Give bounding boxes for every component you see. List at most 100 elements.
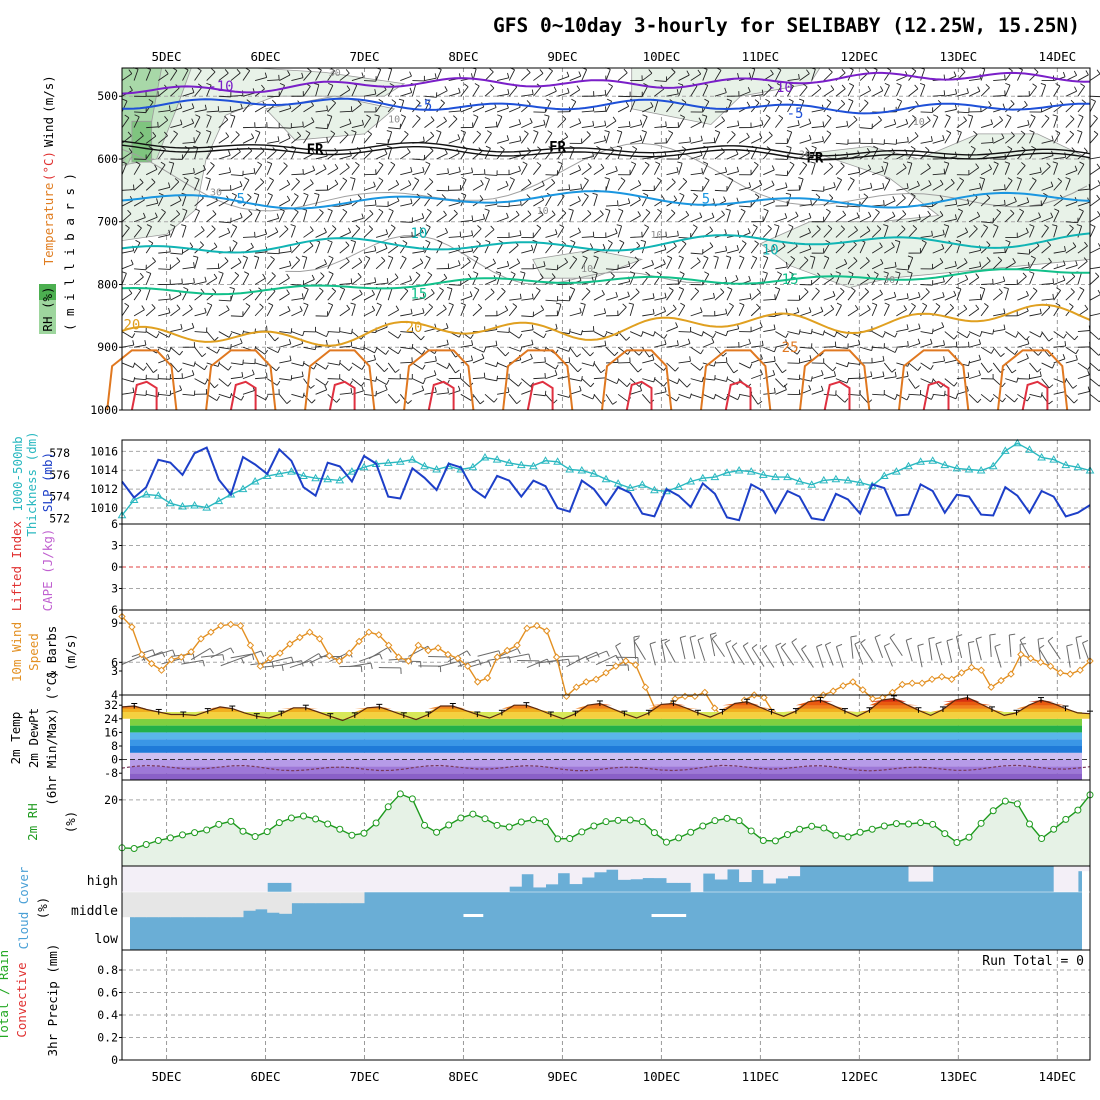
wind-barb-flag <box>953 290 957 296</box>
wind-barb-flag <box>401 255 407 259</box>
wind-barb-flag <box>193 262 195 268</box>
wind-barb-flag <box>1000 353 1005 357</box>
wind-barb <box>399 258 407 270</box>
wind-barb-flag <box>747 86 751 92</box>
wind-barb-flag <box>515 210 520 216</box>
wind-barb <box>884 393 896 400</box>
wind-barb-flag <box>965 274 969 280</box>
wind-barb <box>472 243 481 254</box>
wind-barb-flag <box>271 272 276 277</box>
wind10m-barb <box>731 646 745 666</box>
wind-barb <box>666 308 677 317</box>
wind-barb-flag <box>1029 130 1035 133</box>
wind-barb-flag <box>409 275 412 281</box>
wind-barb-flag <box>973 225 978 230</box>
wind-barb-flag <box>785 308 788 314</box>
wind-barb <box>1053 85 1061 97</box>
wind-barb-flag <box>1030 255 1036 259</box>
wind-barb <box>1041 117 1050 128</box>
wind-barb <box>642 264 654 270</box>
wind-barb <box>533 309 544 317</box>
wind-barb-flag <box>749 293 752 299</box>
wind-barb-flag <box>328 82 334 86</box>
wind-barb-flag <box>495 271 501 274</box>
wind-barb-flag <box>796 349 801 355</box>
wind-barb <box>399 116 406 128</box>
wind-barb-flag <box>566 71 570 77</box>
wind-barb <box>1041 84 1047 97</box>
wind-barb-flag <box>996 209 1001 213</box>
cloud-high-clear <box>218 866 232 892</box>
wind-barb <box>593 140 606 144</box>
wind-barb-flag <box>297 131 302 137</box>
wind-barb <box>508 262 520 270</box>
wind-barb-flag <box>1027 396 1031 402</box>
wind10m-marker <box>345 649 353 657</box>
wind-barb-flag <box>746 132 750 138</box>
cloud-middle-clear <box>182 892 196 918</box>
wind-barb-flag <box>773 324 776 330</box>
rh-marker <box>263 828 271 836</box>
wind-barb <box>605 170 618 176</box>
rh-marker <box>929 820 937 828</box>
wind-barb-flag <box>266 372 268 378</box>
wind-barb <box>690 290 700 301</box>
wind-barb <box>399 134 409 144</box>
wind-barb <box>799 248 812 254</box>
wind-barb <box>1077 272 1082 285</box>
wind-barb-flag <box>345 241 350 246</box>
wind-barb <box>581 134 591 144</box>
wind-barb-flag <box>326 114 332 117</box>
rh-marker <box>759 837 767 845</box>
wind-barb-flag <box>375 390 377 396</box>
wind-barb-flag <box>600 163 605 169</box>
wind-barb <box>593 110 606 113</box>
wind-barb-flag <box>183 286 189 290</box>
wind-barb <box>1004 103 1015 113</box>
wind-barb <box>1029 375 1042 380</box>
wind-barb-flag <box>711 337 715 343</box>
wind-barb-flag <box>1039 371 1042 377</box>
rh-marker <box>300 812 307 820</box>
wind-barb-flag <box>493 398 498 403</box>
chart-title: GFS 0~10day 3-hourly for SELIBABY (12.25… <box>493 14 1080 37</box>
contour-label: -10 <box>768 80 793 96</box>
wind-barb <box>1041 155 1054 160</box>
wind10m-barb <box>151 649 173 657</box>
wind10m-barb <box>791 641 804 661</box>
wind10m-barb-flag <box>649 641 656 645</box>
wind-barb <box>484 242 491 254</box>
wind-barb <box>363 150 374 160</box>
thickness-marker <box>637 480 647 488</box>
wind-barb-flag <box>618 208 624 212</box>
wind-barb <box>400 346 413 350</box>
thickness-marker <box>795 477 804 485</box>
thickness-marker <box>698 473 708 482</box>
wind-barb-flag <box>301 371 304 377</box>
wind-barb <box>617 225 622 238</box>
wind-barb <box>654 180 662 191</box>
wind-barb <box>436 242 443 254</box>
wind-barb-flag <box>713 255 719 258</box>
wind-barb <box>412 312 425 317</box>
rh-fill <box>122 793 1090 866</box>
wind-barb <box>762 257 769 269</box>
wind-barb <box>521 358 533 364</box>
wind-barb-flag <box>1093 114 1098 119</box>
wind-barb-flag <box>846 120 849 126</box>
wind-barb <box>1065 118 1075 128</box>
wind-barb-flag <box>916 180 920 186</box>
wind-barb-flag <box>577 196 581 201</box>
wind-barb-flag <box>921 239 927 244</box>
wind-barb-flag <box>544 114 550 117</box>
wind-barb-flag <box>551 178 556 184</box>
wind-barb <box>896 309 907 317</box>
wind-barb <box>992 212 1002 223</box>
wind-barb-flag <box>704 177 710 181</box>
wind-barb <box>533 165 542 175</box>
wind10m-barb-flag <box>946 638 953 642</box>
wind-barb <box>993 188 1006 191</box>
wind-barb <box>194 70 202 81</box>
wind-barb-flag <box>943 168 946 174</box>
wind-barb-flag <box>668 130 673 134</box>
